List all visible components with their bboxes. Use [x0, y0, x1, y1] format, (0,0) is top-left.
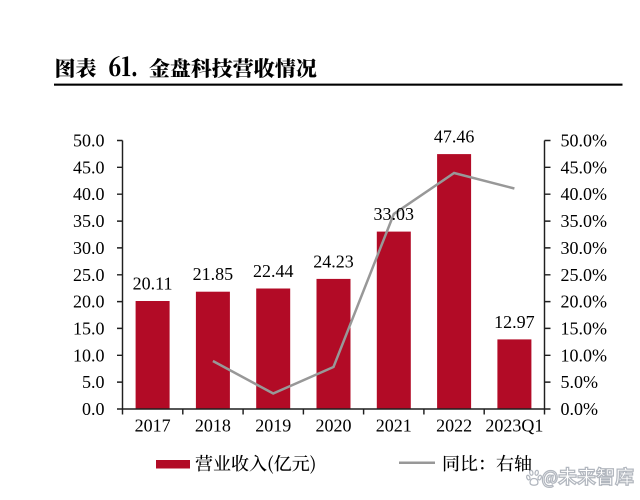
svg-text:0.0: 0.0	[82, 399, 105, 419]
svg-text:33.03: 33.03	[374, 204, 415, 224]
svg-text:2018: 2018	[195, 416, 231, 436]
svg-text:45.0%: 45.0%	[561, 157, 608, 177]
svg-text:25.0: 25.0	[73, 265, 105, 285]
svg-text:47.46: 47.46	[434, 127, 475, 147]
svg-text:50.0%: 50.0%	[561, 131, 608, 151]
svg-text:5.0: 5.0	[82, 372, 105, 392]
svg-text:0.0%: 0.0%	[561, 399, 599, 419]
svg-text:2019: 2019	[255, 416, 291, 436]
svg-text:25.0%: 25.0%	[561, 265, 608, 285]
svg-text:40.0: 40.0	[73, 184, 105, 204]
svg-text:22.44: 22.44	[253, 261, 294, 281]
svg-text:2017: 2017	[135, 416, 171, 436]
svg-text:10.0%: 10.0%	[561, 345, 608, 365]
svg-text:35.0: 35.0	[73, 211, 105, 231]
svg-text:2022: 2022	[436, 416, 472, 436]
svg-text:10.0: 10.0	[73, 345, 105, 365]
svg-text:20.0: 20.0	[73, 292, 105, 312]
svg-text:21.85: 21.85	[193, 264, 234, 284]
svg-text:20.0%: 20.0%	[561, 292, 608, 312]
svg-text:20.11: 20.11	[133, 274, 173, 294]
svg-text:12.97: 12.97	[494, 312, 535, 332]
svg-text:24.23: 24.23	[313, 251, 354, 271]
svg-text:15.0: 15.0	[73, 318, 105, 338]
svg-text:30.0: 30.0	[73, 238, 105, 258]
svg-text:50.0: 50.0	[73, 131, 105, 151]
svg-text:45.0: 45.0	[73, 157, 105, 177]
svg-text:2020: 2020	[316, 416, 352, 436]
svg-text:40.0%: 40.0%	[561, 184, 608, 204]
svg-text:15.0%: 15.0%	[561, 318, 608, 338]
svg-text:35.0%: 35.0%	[561, 211, 608, 231]
svg-text:30.0%: 30.0%	[561, 238, 608, 258]
svg-text:5.0%: 5.0%	[561, 372, 599, 392]
svg-text:2021: 2021	[376, 416, 412, 436]
svg-text:2023Q1: 2023Q1	[485, 416, 543, 436]
